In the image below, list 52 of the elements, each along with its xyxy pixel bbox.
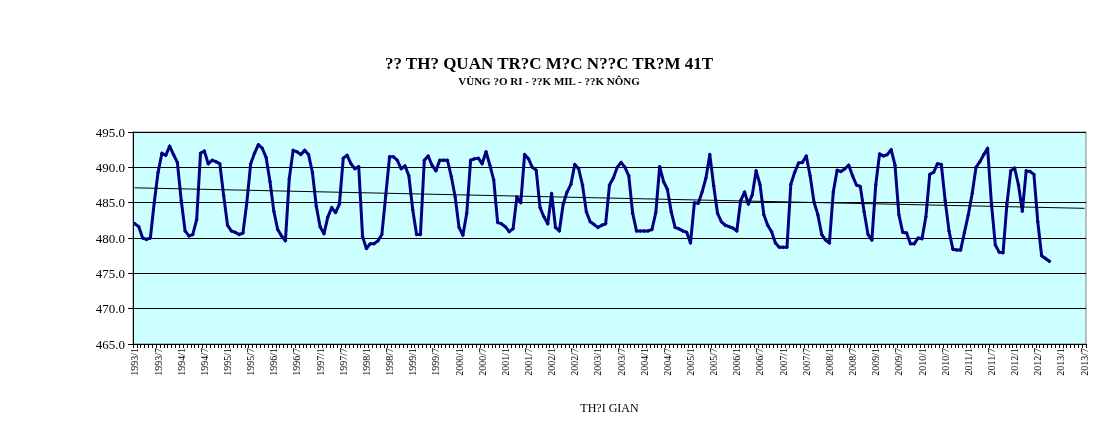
x-axis-title: TH?I GIAN — [580, 401, 639, 415]
x-tick-label: 1998/1 — [360, 348, 372, 376]
x-tick-label: 2002/1 — [546, 348, 558, 376]
x-tick-label: 2009/7 — [893, 348, 905, 376]
x-tick-label: 2010/7 — [939, 348, 951, 376]
x-tick-label: 2013/7 — [1078, 348, 1090, 376]
x-tick-label: 2012/1 — [1009, 348, 1021, 376]
x-tick-label: 2000/1 — [453, 348, 465, 376]
x-tick-label: 2007/7 — [800, 348, 812, 376]
x-tick-label: 2013/1 — [1055, 348, 1067, 376]
x-tick-label: 2001/7 — [522, 348, 534, 376]
y-tick-label: 465.0 — [95, 336, 125, 352]
x-tick-label: 2003/7 — [615, 348, 627, 376]
x-tick-label: 1997/1 — [314, 348, 326, 376]
x-tick-label: 1995/7 — [245, 348, 257, 376]
x-tick-label: 1999/7 — [430, 348, 442, 376]
chart-subtitle: VÙNG ?O RI - ??K MIL - ??K NÔNG — [458, 74, 641, 87]
x-tick-label: 1994/7 — [198, 348, 210, 376]
x-tick-label: 2006/1 — [731, 348, 743, 376]
x-tick-label: 2007/1 — [777, 348, 789, 376]
y-tick-label: 480.0 — [95, 230, 125, 246]
y-tick-label: 490.0 — [95, 159, 125, 175]
x-tick-label: 2011/1 — [962, 348, 974, 376]
x-tick-label: 2008/7 — [847, 348, 859, 376]
x-tick-label: 2012/7 — [1032, 348, 1044, 376]
x-tick-label: 2000/7 — [476, 348, 488, 376]
chart-title: ?? TH? QUAN TR?C M?C N??C TR?M 41T — [384, 54, 714, 73]
x-tick-label: 1996/7 — [291, 348, 303, 376]
x-tick-label: 2004/1 — [638, 348, 650, 376]
x-tick-label: 1996/1 — [268, 348, 280, 376]
x-tick-label: 2009/1 — [870, 348, 882, 376]
x-tick-label: 1994/1 — [175, 348, 187, 376]
x-tick-label: 1995/1 — [222, 348, 234, 376]
y-tick-label: 485.0 — [95, 195, 125, 211]
x-tick-label: 2001/1 — [499, 348, 511, 376]
x-tick-label: 2003/1 — [592, 348, 604, 376]
y-tick-label: 495.0 — [95, 124, 125, 140]
x-tick-label: 1999/1 — [407, 348, 419, 376]
x-tick-label: 2011/7 — [985, 348, 997, 376]
x-tick-label: 2002/7 — [569, 348, 581, 376]
x-tick-label: 1998/7 — [384, 348, 396, 376]
x-tick-label: 2006/7 — [754, 348, 766, 376]
x-tick-label: 1997/7 — [337, 348, 349, 376]
x-tick-label: 1993/7 — [152, 348, 164, 376]
x-tick-label: 2005/1 — [685, 348, 697, 376]
x-tick-label: 2008/1 — [823, 348, 835, 376]
x-tick-label: 2010/1 — [916, 348, 928, 376]
y-tick-label: 475.0 — [95, 265, 125, 281]
x-tick-label: 2005/7 — [708, 348, 720, 376]
y-tick-label: 470.0 — [95, 301, 125, 317]
x-tick-label: 2004/7 — [661, 348, 673, 376]
x-tick-label: 1993/1 — [129, 348, 141, 376]
